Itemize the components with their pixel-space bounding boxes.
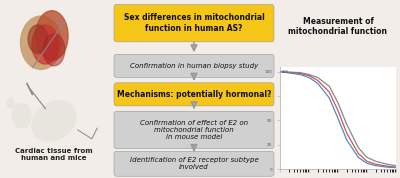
Ellipse shape [32,101,76,141]
Text: Measurement of
mitochondrial function: Measurement of mitochondrial function [288,17,388,36]
Text: Sex differences in mitochondrial
function in human AS?: Sex differences in mitochondrial functio… [124,14,264,33]
Text: Mechanisms: potentially hormonal?: Mechanisms: potentially hormonal? [117,90,271,99]
Ellipse shape [7,98,14,109]
FancyBboxPatch shape [114,111,274,149]
FancyBboxPatch shape [114,151,274,176]
Ellipse shape [20,16,62,69]
FancyBboxPatch shape [114,54,274,77]
Text: Cardiac tissue from
human and mice: Cardiac tissue from human and mice [15,148,93,161]
Text: Identification of E2 receptor subtype
involved: Identification of E2 receptor subtype in… [130,157,258,170]
Text: 100: 100 [281,70,288,74]
Text: Confirmation of effect of E2 on
mitochondrial function
in mouse model: Confirmation of effect of E2 on mitochon… [140,120,248,140]
FancyBboxPatch shape [114,4,274,42]
Text: Confirmation in human biopsy study: Confirmation in human biopsy study [130,63,258,69]
Ellipse shape [36,11,68,61]
Ellipse shape [28,25,48,53]
FancyBboxPatch shape [114,83,274,106]
Ellipse shape [12,103,31,128]
Ellipse shape [43,34,65,66]
Ellipse shape [32,25,59,64]
